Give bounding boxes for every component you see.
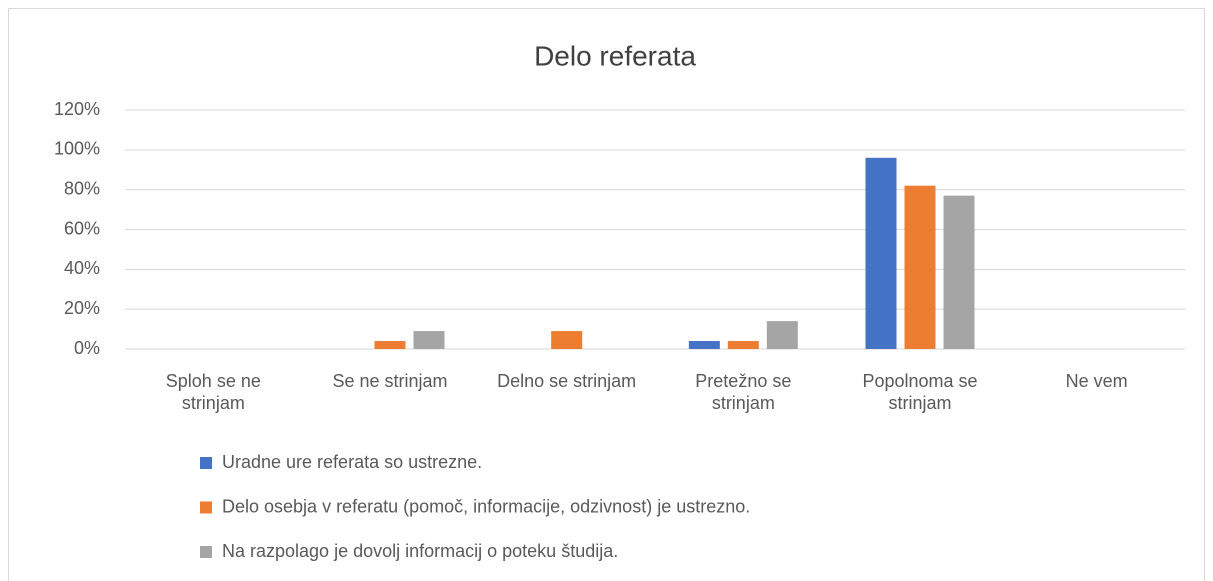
chart-border <box>8 8 1205 581</box>
bar <box>943 195 975 349</box>
bar <box>374 341 406 349</box>
bar <box>904 185 936 349</box>
x-tick-label: Delno se strinjam <box>497 371 637 391</box>
bar <box>688 341 720 349</box>
x-tick-label: Popolnoma se strinjam <box>862 371 978 413</box>
bar <box>865 157 897 349</box>
y-tick-label: 80% <box>64 178 100 198</box>
x-tick-label: Pretežno se strinjam <box>695 371 792 413</box>
legend-label: Delo osebja v referatu (pomoč, informaci… <box>222 496 750 516</box>
x-tick-label: Ne vem <box>1065 371 1128 391</box>
x-tick-label: Sploh se ne strinjam <box>165 371 261 413</box>
y-tick-label: 0% <box>74 338 100 358</box>
bar <box>727 341 759 349</box>
legend-label: Na razpolago je dovolj informacij o pote… <box>222 541 618 561</box>
y-tick-label: 100% <box>54 139 100 159</box>
x-tick-label: Se ne strinjam <box>332 371 448 391</box>
y-tick-label: 40% <box>64 258 100 278</box>
y-tick-label: 120% <box>54 99 100 119</box>
y-tick-label: 60% <box>64 218 100 238</box>
chart-title: Delo referata <box>534 40 696 71</box>
legend-swatch <box>200 546 212 558</box>
y-tick-label: 20% <box>64 298 100 318</box>
legend-swatch <box>200 457 212 469</box>
bar <box>413 331 445 349</box>
legend-label: Uradne ure referata so ustrezne. <box>222 452 482 472</box>
bar <box>766 321 798 349</box>
bar <box>551 331 583 349</box>
legend-swatch <box>200 501 212 514</box>
